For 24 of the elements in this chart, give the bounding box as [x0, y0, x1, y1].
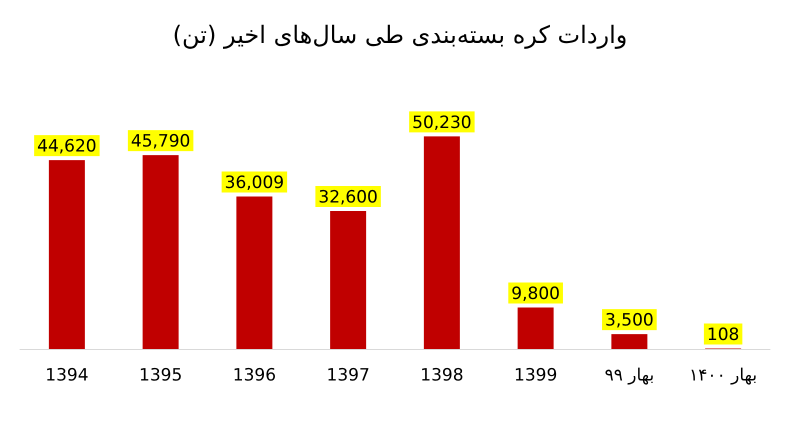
x-tick-label: 1399 [514, 366, 558, 386]
bar [518, 308, 554, 349]
bar [142, 155, 179, 349]
bar [48, 160, 85, 349]
data-label: 44,620 [37, 136, 97, 157]
x-tick-label: بهار ۱۴۰۰ [689, 366, 758, 386]
x-tick-label: بهار ۹۹ [604, 366, 654, 386]
data-label: 108 [706, 325, 740, 346]
x-tick-label: 1394 [45, 366, 89, 386]
data-label: 9,800 [511, 284, 560, 304]
data-label: 45,790 [130, 132, 190, 152]
data-label: 3,500 [605, 310, 654, 331]
bar [330, 210, 366, 349]
chart-title: واردات کره بسته‌بندی طی سال‌های اخیر (تن) [172, 21, 628, 49]
x-tick-label: 1396 [232, 366, 276, 386]
x-tick-label: 1398 [420, 366, 464, 386]
data-label: 50,230 [412, 112, 472, 133]
bar [611, 334, 648, 349]
x-tick-label: 1395 [138, 366, 182, 386]
data-label: 36,009 [224, 173, 284, 194]
bar [236, 196, 272, 349]
data-label: 32,600 [318, 187, 378, 208]
bar [424, 136, 460, 349]
x-tick-label: 1397 [326, 366, 370, 386]
